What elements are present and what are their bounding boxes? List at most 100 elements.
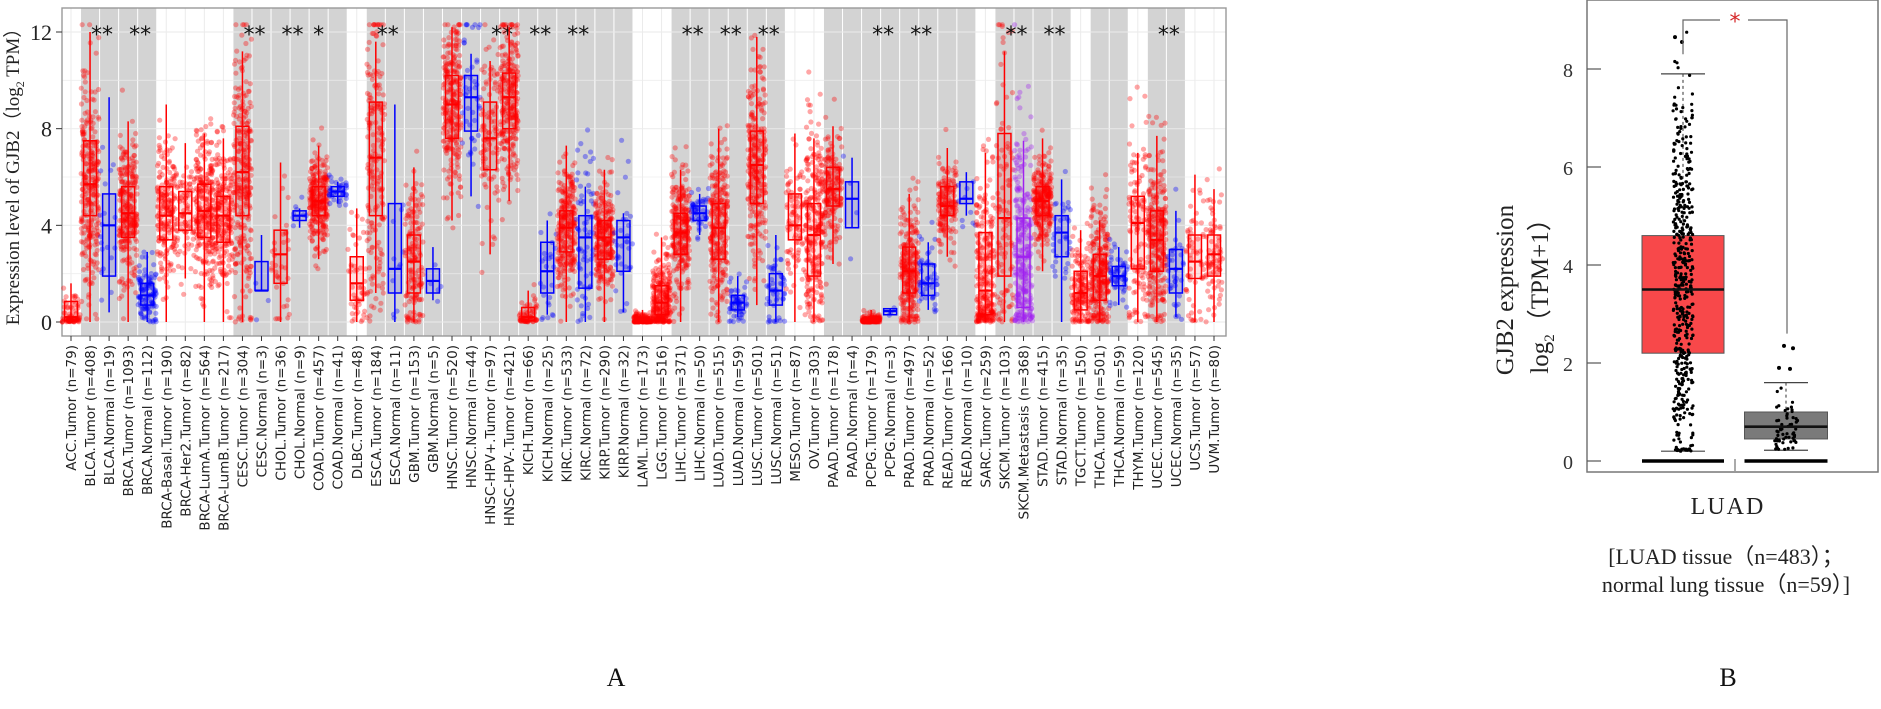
data-point (89, 280, 95, 286)
data-point (118, 243, 124, 249)
data-point (407, 310, 413, 316)
data-point (80, 72, 87, 78)
box-body (501, 72, 517, 130)
data-point (206, 151, 212, 157)
data-point (275, 316, 281, 322)
data-point (132, 273, 138, 279)
data-point (64, 304, 71, 310)
data-point (122, 238, 128, 244)
data-point (61, 285, 67, 291)
data-point (108, 289, 114, 295)
data-point (135, 293, 142, 300)
data-point (205, 189, 211, 195)
data-point (122, 171, 128, 177)
data-point (567, 190, 573, 196)
data-point (684, 280, 690, 286)
data-point (580, 310, 586, 317)
data-point (509, 22, 515, 28)
data-point (450, 43, 456, 49)
data-point (519, 300, 525, 306)
data-point (92, 242, 98, 248)
data-point (129, 172, 135, 178)
data-point (154, 188, 161, 194)
data-point (158, 153, 165, 159)
data-point (672, 291, 678, 297)
data-point (92, 251, 98, 257)
data-point (236, 116, 242, 122)
data-point (309, 224, 315, 230)
data-point (152, 317, 158, 323)
data-point (157, 145, 163, 151)
data-point (232, 61, 238, 67)
data-point (91, 215, 97, 221)
data-point (141, 315, 147, 321)
data-point (365, 218, 371, 224)
data-point (79, 219, 85, 225)
data-point (353, 241, 359, 248)
x-tick-label: BLCA.Normal (n=19) (102, 345, 118, 485)
data-point (59, 319, 65, 325)
data-point (575, 200, 581, 206)
box-body (654, 285, 669, 316)
y-tick-label: 0 (41, 310, 52, 335)
data-point (139, 305, 145, 311)
data-point (161, 242, 167, 248)
data-point (90, 120, 96, 126)
data-point (320, 236, 326, 242)
data-point (686, 285, 692, 291)
data-point (138, 311, 144, 317)
data-point (155, 163, 161, 169)
data-point (499, 217, 505, 223)
data-point (79, 123, 85, 130)
data-point (133, 264, 139, 270)
data-point (312, 253, 318, 259)
data-point (446, 60, 452, 67)
data-point (175, 183, 181, 189)
data-point (148, 298, 154, 304)
data-point (149, 249, 155, 256)
data-point (410, 316, 416, 322)
data-point (494, 184, 500, 190)
data-point (166, 197, 172, 203)
data-point (479, 269, 485, 275)
data-point (122, 216, 128, 222)
data-point (700, 196, 707, 202)
data-point (653, 315, 659, 321)
data-point (134, 184, 140, 190)
y-tick-label: 12 (30, 20, 52, 45)
data-point (539, 316, 545, 322)
data-point (157, 117, 163, 123)
data-point (338, 176, 344, 182)
x-tick-label: LIHC.Tumor (n=371) (674, 345, 690, 483)
data-point (135, 302, 141, 308)
data-point (501, 60, 507, 67)
data-point (498, 141, 505, 147)
data-point (119, 170, 125, 177)
data-point (118, 238, 124, 244)
data-point (121, 164, 127, 170)
data-point (110, 162, 116, 168)
data-point (120, 157, 126, 163)
data-point (79, 129, 85, 135)
data-point (448, 165, 454, 171)
box-group (192, 116, 216, 322)
data-point (234, 48, 240, 54)
data-point (129, 281, 135, 287)
data-point (165, 221, 172, 227)
data-point (356, 235, 362, 241)
data-point (574, 177, 580, 183)
data-point (72, 294, 78, 300)
shade-band (1166, 8, 1185, 336)
data-point (448, 157, 454, 163)
data-point (444, 216, 450, 222)
data-point (89, 270, 96, 276)
data-point (79, 298, 85, 305)
data-point (461, 37, 467, 43)
data-point (128, 181, 134, 187)
data-point (662, 318, 669, 324)
data-point (133, 173, 139, 179)
data-point (140, 306, 146, 312)
data-point (499, 52, 505, 58)
data-point (183, 181, 189, 187)
data-point (608, 297, 614, 303)
